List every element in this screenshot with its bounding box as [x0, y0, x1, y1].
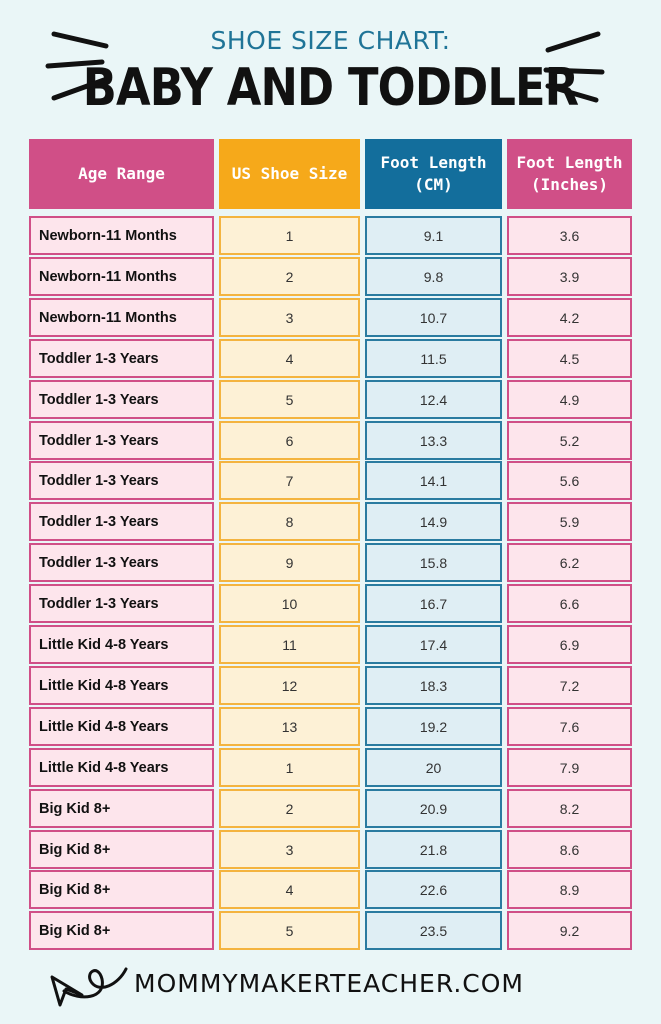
foot-length-cm-cell: 11.5: [365, 339, 502, 378]
foot-length-cm-cell: 21.8: [365, 830, 502, 869]
chart-title: BABY AND TODDLER: [82, 58, 579, 118]
foot-length-cm-cell: 20.9: [365, 789, 502, 828]
foot-length-inches-cell: 6.9: [507, 625, 632, 664]
curly-arrow-icon: [50, 967, 128, 1007]
foot-length-inches-cell: 4.9: [507, 380, 632, 419]
foot-length-cm-cell: 12.4: [365, 380, 502, 419]
age-range-cell: Toddler 1-3 Years: [29, 461, 214, 500]
age-range-cell: Toddler 1-3 Years: [29, 339, 214, 378]
age-range-cell: Little Kid 4-8 Years: [29, 707, 214, 746]
foot-length-inches-cell: 7.2: [507, 666, 632, 705]
foot-length-cm-cell: 17.4: [365, 625, 502, 664]
column-header-age-range: Age Range: [29, 139, 214, 209]
foot-length-inches-cell: 8.6: [507, 830, 632, 869]
foot-length-inches-cell: 6.6: [507, 584, 632, 623]
foot-length-cm-cell: 19.2: [365, 707, 502, 746]
foot-length-inches-cell: 5.6: [507, 461, 632, 500]
age-range-cell: Toddler 1-3 Years: [29, 421, 214, 460]
foot-length-inches-cell: 5.2: [507, 421, 632, 460]
us-shoe-size-cell: 2: [219, 257, 360, 296]
column-header-foot-length-cm: Foot Length (CM): [365, 139, 502, 209]
us-shoe-size-cell: 4: [219, 339, 360, 378]
foot-length-cm-cell: 15.8: [365, 543, 502, 582]
column-header-us-shoe-size: US Shoe Size: [219, 139, 360, 209]
us-shoe-size-cell: 2: [219, 789, 360, 828]
us-shoe-size-cell: 5: [219, 380, 360, 419]
foot-length-cm-cell: 14.1: [365, 461, 502, 500]
age-range-cell: Big Kid 8+: [29, 911, 214, 950]
foot-length-inches-cell: 5.9: [507, 502, 632, 541]
age-range-cell: Toddler 1-3 Years: [29, 380, 214, 419]
foot-length-inches-cell: 8.2: [507, 789, 632, 828]
us-shoe-size-cell: 1: [219, 216, 360, 255]
age-range-cell: Toddler 1-3 Years: [29, 584, 214, 623]
us-shoe-size-cell: 4: [219, 870, 360, 909]
us-shoe-size-cell: 12: [219, 666, 360, 705]
us-shoe-size-cell: 5: [219, 911, 360, 950]
age-range-cell: Big Kid 8+: [29, 830, 214, 869]
us-shoe-size-cell: 9: [219, 543, 360, 582]
foot-length-cm-cell: 22.6: [365, 870, 502, 909]
age-range-cell: Newborn-11 Months: [29, 298, 214, 337]
us-shoe-size-cell: 6: [219, 421, 360, 460]
us-shoe-size-cell: 8: [219, 502, 360, 541]
foot-length-cm-cell: 9.1: [365, 216, 502, 255]
age-range-cell: Newborn-11 Months: [29, 216, 214, 255]
emphasis-lines-left-icon: [45, 31, 109, 101]
us-shoe-size-cell: 10: [219, 584, 360, 623]
age-range-cell: Newborn-11 Months: [29, 257, 214, 296]
foot-length-inches-cell: 3.9: [507, 257, 632, 296]
us-shoe-size-cell: 11: [219, 625, 360, 664]
us-shoe-size-cell: 7: [219, 461, 360, 500]
foot-length-inches-cell: 7.9: [507, 748, 632, 787]
foot-length-inches-cell: 8.9: [507, 870, 632, 909]
us-shoe-size-cell: 1: [219, 748, 360, 787]
age-range-cell: Little Kid 4-8 Years: [29, 625, 214, 664]
age-range-cell: Little Kid 4-8 Years: [29, 666, 214, 705]
age-range-cell: Big Kid 8+: [29, 870, 214, 909]
foot-length-inches-cell: 6.2: [507, 543, 632, 582]
column-header-foot-length-inches: Foot Length (Inches): [507, 139, 632, 209]
us-shoe-size-cell: 13: [219, 707, 360, 746]
foot-length-cm-cell: 23.5: [365, 911, 502, 950]
foot-length-cm-cell: 13.3: [365, 421, 502, 460]
chart-subtitle: SHOE SIZE CHART:: [210, 26, 451, 55]
foot-length-inches-cell: 7.6: [507, 707, 632, 746]
foot-length-inches-cell: 3.6: [507, 216, 632, 255]
foot-length-inches-cell: 9.2: [507, 911, 632, 950]
age-range-cell: Toddler 1-3 Years: [29, 543, 214, 582]
foot-length-inches-cell: 4.5: [507, 339, 632, 378]
foot-length-cm-cell: 16.7: [365, 584, 502, 623]
us-shoe-size-cell: 3: [219, 298, 360, 337]
emphasis-lines-right-icon: [543, 31, 605, 103]
age-range-cell: Toddler 1-3 Years: [29, 502, 214, 541]
age-range-cell: Big Kid 8+: [29, 789, 214, 828]
foot-length-cm-cell: 20: [365, 748, 502, 787]
us-shoe-size-cell: 3: [219, 830, 360, 869]
foot-length-cm-cell: 14.9: [365, 502, 502, 541]
foot-length-cm-cell: 18.3: [365, 666, 502, 705]
foot-length-inches-cell: 4.2: [507, 298, 632, 337]
foot-length-cm-cell: 9.8: [365, 257, 502, 296]
website-footer: MOMMYMAKERTEACHER.COM: [134, 969, 524, 998]
age-range-cell: Little Kid 4-8 Years: [29, 748, 214, 787]
foot-length-cm-cell: 10.7: [365, 298, 502, 337]
